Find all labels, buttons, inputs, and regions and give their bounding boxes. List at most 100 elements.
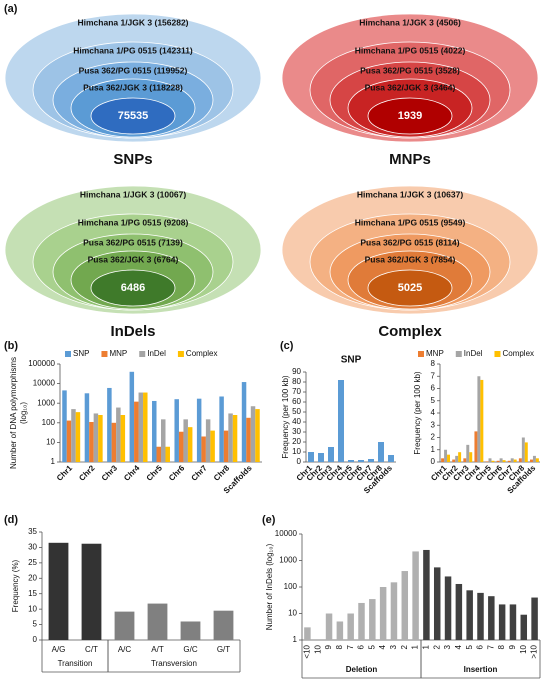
ring: [90, 269, 176, 307]
bar: [183, 419, 188, 462]
x-tick-label: Chr6: [167, 463, 187, 483]
x-tick-label: 2: [400, 644, 409, 649]
x-tick-label: Chr1: [55, 463, 75, 483]
bar: [358, 602, 365, 640]
ring-label: Himchana 1/JGK 3 (4506): [359, 17, 461, 27]
y-tick-label: 100000: [28, 359, 55, 368]
bar: [477, 592, 484, 640]
bar: [66, 420, 72, 462]
y-tick-label: 80: [292, 377, 301, 386]
ring-label: Himchana 1/JGK 3 (10067): [80, 189, 186, 199]
bar: [213, 610, 234, 640]
center-value: 75535: [118, 110, 149, 122]
bar: [509, 604, 517, 640]
bar: [116, 407, 121, 462]
y-tick-label: 3: [431, 420, 436, 429]
y-tick-label: 1: [51, 457, 56, 466]
bar: [98, 415, 103, 462]
panel-label: (d): [4, 514, 18, 526]
y-tick-label: 30: [28, 543, 37, 552]
y-axis-label: Frequency (per 100 kb): [281, 375, 290, 458]
x-tick-label: 9: [508, 644, 517, 649]
x-tick-label: 5: [465, 644, 474, 649]
group-label: Transversion: [151, 659, 197, 668]
bar: [412, 551, 419, 640]
bar: [156, 446, 161, 462]
bar: [378, 442, 384, 462]
bar: [84, 393, 90, 462]
bar: [348, 460, 354, 462]
bar: [466, 444, 470, 462]
x-tick-label: 2: [432, 644, 441, 649]
y-tick-label: 10: [46, 438, 55, 447]
bar: [518, 458, 522, 462]
bar: [496, 460, 500, 462]
y-tick-label: 5: [431, 396, 436, 405]
y-tick-label: 10000: [275, 529, 298, 538]
bar: [201, 436, 206, 462]
panel-label: (c): [280, 340, 294, 352]
bar: [336, 621, 344, 640]
bar: [379, 587, 387, 640]
y-tick-label: 10: [288, 609, 297, 618]
bar: [338, 380, 344, 462]
ring-label: Pusa 362/JGK 3 (7854): [365, 254, 456, 264]
legend-swatch: [139, 351, 146, 357]
bar: [502, 460, 506, 462]
bar: [111, 422, 117, 462]
y-tick-label: 100: [284, 582, 298, 591]
bar: [308, 452, 314, 462]
y-tick-label: 8: [431, 359, 436, 368]
panel-label: (e): [262, 514, 276, 526]
y-tick-label: 10000: [33, 379, 56, 388]
bar: [232, 415, 238, 462]
bar: [433, 567, 441, 640]
bar: [93, 413, 99, 462]
bar: [485, 461, 489, 462]
bar: [507, 460, 511, 462]
y-tick-label: 1000: [37, 398, 55, 407]
bar: [535, 458, 539, 462]
bar: [178, 431, 184, 462]
bar: [510, 458, 514, 462]
bar: [488, 458, 492, 462]
y-tick-label: 10: [292, 447, 301, 456]
y-tick-label: 90: [292, 367, 301, 376]
bar: [228, 413, 233, 462]
legend-swatch: [494, 351, 501, 357]
y-tick-label: 7: [431, 371, 436, 380]
diagram-title: SNPs: [113, 151, 152, 168]
bar: [223, 430, 229, 462]
bar: [532, 455, 536, 462]
y-tick-label: 20: [28, 573, 37, 582]
group-label: Deletion: [346, 665, 378, 674]
x-tick-label: 1: [411, 644, 420, 649]
ring-label: Himchana 1/PG 0515 (4022): [355, 45, 466, 55]
bar: [474, 431, 478, 462]
x-tick-label: Chr8: [212, 463, 232, 483]
ring-label: Himchana 1/JGK 3 (156282): [77, 17, 188, 27]
bar: [246, 417, 251, 462]
x-tick-label: 6: [357, 644, 366, 649]
bar: [165, 446, 170, 462]
x-tick-label: A/C: [118, 645, 132, 654]
y-tick-label: 6: [431, 384, 436, 393]
y-tick-label: 40: [292, 417, 301, 426]
y-tick-label: 1: [293, 635, 298, 644]
ring-label: Pusa 362/PG 0515 (7139): [83, 237, 183, 247]
y-axis-label: Frequency (%): [11, 559, 20, 612]
bar: [452, 459, 456, 462]
bar: [401, 571, 409, 640]
legend-label: MNP: [426, 349, 444, 358]
bar: [520, 614, 528, 640]
bar: [120, 415, 126, 462]
center-value: 5025: [398, 282, 422, 294]
x-tick-label: 8: [335, 644, 344, 649]
y-axis-label: Frequency (per 100 kb): [413, 371, 422, 454]
y-tick-label: 0: [431, 457, 436, 466]
ring-label: Pusa 362/JGK 3 (118228): [83, 82, 183, 92]
y-tick-label: 10: [28, 604, 37, 613]
ring: [367, 269, 453, 307]
y-axis-label: Number of InDels (log₁₀): [265, 543, 274, 630]
bar: [530, 459, 533, 462]
